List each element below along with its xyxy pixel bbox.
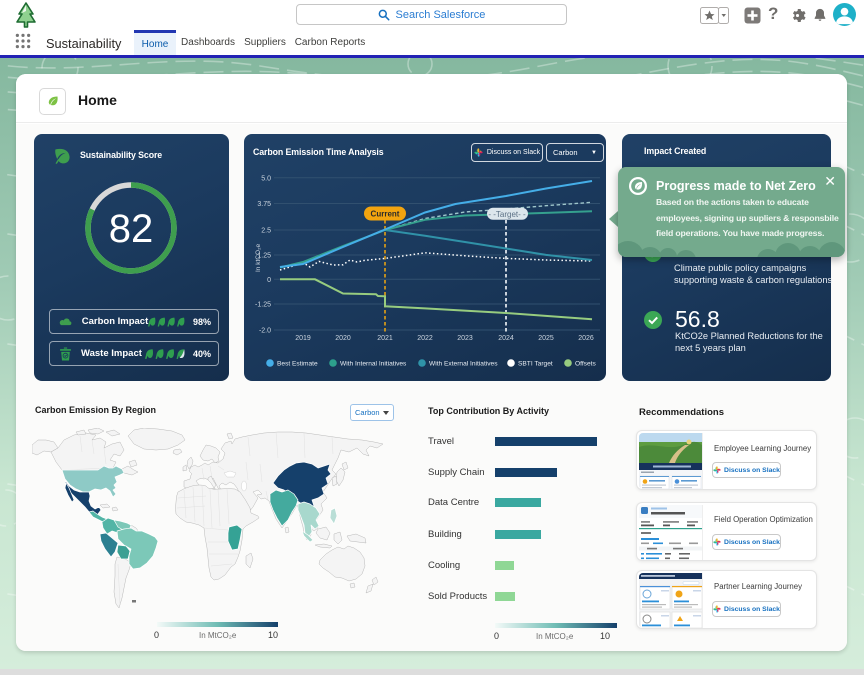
svg-text:SBTI Target: SBTI Target	[518, 361, 553, 368]
svg-text:Best Estimate: Best Estimate	[277, 361, 318, 368]
svg-text:Offsets: Offsets	[575, 361, 596, 368]
svg-text:82: 82	[109, 207, 154, 251]
svg-text:-1.25: -1.25	[255, 302, 271, 309]
svg-text:1.25: 1.25	[257, 253, 271, 260]
svg-text:2022: 2022	[417, 335, 433, 342]
svg-text:2026: 2026	[578, 335, 594, 342]
svg-text:-2.0: -2.0	[259, 328, 271, 335]
svg-text:Current: Current	[371, 210, 400, 219]
svg-text:- -Target- -: - -Target- -	[488, 210, 526, 219]
svg-text:2019: 2019	[295, 335, 311, 342]
svg-text:0: 0	[267, 277, 271, 284]
svg-text:2020: 2020	[335, 335, 351, 342]
svg-text:2021: 2021	[377, 335, 393, 342]
svg-text:With Internal Initiatives: With Internal Initiatives	[340, 361, 407, 368]
svg-text:In ktCO₂e: In ktCO₂e	[255, 243, 262, 272]
svg-text:2023: 2023	[457, 335, 473, 342]
svg-text:2024: 2024	[498, 335, 514, 342]
svg-text:3.75: 3.75	[257, 201, 271, 208]
svg-text:With External Initiatives: With External Initiatives	[429, 361, 498, 368]
svg-text:5.0: 5.0	[261, 176, 271, 183]
svg-text:2.5: 2.5	[261, 228, 271, 235]
svg-text:2025: 2025	[538, 335, 554, 342]
